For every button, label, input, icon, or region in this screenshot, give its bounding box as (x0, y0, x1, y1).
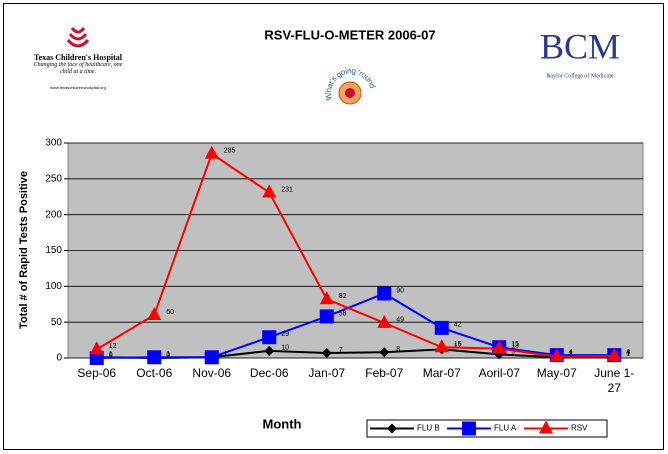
data-label: 7 (339, 347, 343, 354)
legend-label: RSV (571, 424, 588, 433)
x-tick-label: Sep-06 (71, 366, 123, 381)
logo-icon (68, 28, 88, 46)
data-label: 12 (109, 343, 117, 350)
data-label: 42 (454, 322, 462, 329)
x-tick-label: Jan-07 (301, 366, 353, 381)
legend-label: FLU A (494, 424, 517, 433)
y-axis-title: Total # of Rapid Tests Positive (18, 171, 30, 329)
y-tick-label: 0 (56, 353, 62, 364)
data-label: 13 (511, 343, 519, 350)
badge-icon (345, 88, 355, 98)
data-label: 49 (396, 317, 404, 324)
data-point (320, 309, 334, 323)
data-label: 8 (396, 346, 400, 353)
chart: RSV-FLU-O-METER 2006-07 Texas Children's… (0, 0, 668, 454)
x-axis-title: Month (263, 416, 302, 431)
logo-name: Texas Children's Hospital (34, 53, 123, 62)
data-label: 231 (281, 186, 293, 193)
x-tick-label: Mar-07 (416, 366, 468, 381)
x-tick-label: Feb-07 (358, 366, 410, 381)
data-label: 0 (109, 352, 113, 359)
tch-logo: Texas Children's Hospital Changing the f… (30, 28, 126, 90)
y-tick-label: 200 (45, 209, 62, 220)
legend-label: FLU B (417, 424, 440, 433)
data-label: 3 (626, 350, 630, 357)
y-tick-label: 250 (45, 173, 62, 184)
data-point (147, 350, 161, 364)
y-tick-label: 100 (45, 281, 62, 292)
data-label: 58 (339, 310, 347, 317)
y-tick-label: 150 (45, 245, 62, 256)
logo-tagline: Changing the face of healthcare, one chi… (30, 62, 126, 76)
chart-title: RSV-FLU-O-METER 2006-07 (264, 27, 435, 42)
data-label: 29 (281, 331, 289, 338)
data-point (435, 321, 449, 335)
y-tick-label: 50 (51, 317, 63, 328)
data-label: 1 (224, 351, 228, 358)
page: RSV-FLU-O-METER 2006-07 Texas Children's… (0, 0, 668, 454)
logo-tagline-box: Changing the face of healthcare, one chi… (30, 62, 126, 84)
data-label: 10 (281, 345, 289, 352)
logo-url: www.texaschildrenshospital.org (50, 85, 106, 90)
bcm-logo: BCM (540, 26, 620, 66)
x-tick-label: June 1-27 (588, 366, 640, 396)
x-tick-label: Dec-06 (243, 366, 295, 381)
data-label: 82 (339, 293, 347, 300)
bcm-full: Baylor College of Medicine (546, 72, 613, 79)
x-tick-label: May-07 (531, 366, 583, 381)
x-tick-label: Aoril-07 (473, 366, 525, 381)
data-point (205, 350, 219, 364)
going-round-badge: What's going 'round (324, 66, 377, 104)
data-label: 60 (166, 309, 174, 316)
x-tick-label: Oct-06 (128, 366, 180, 381)
x-tick-label: Nov-06 (186, 366, 238, 381)
data-label: 15 (454, 341, 462, 348)
legend-marker (462, 422, 476, 436)
data-label: 285 (224, 148, 236, 155)
y-tick-label: 300 (45, 138, 62, 149)
data-label: 2 (569, 350, 573, 357)
data-point (377, 287, 391, 301)
data-label: 1 (166, 351, 170, 358)
data-point (262, 330, 276, 344)
data-label: 90 (396, 287, 404, 294)
